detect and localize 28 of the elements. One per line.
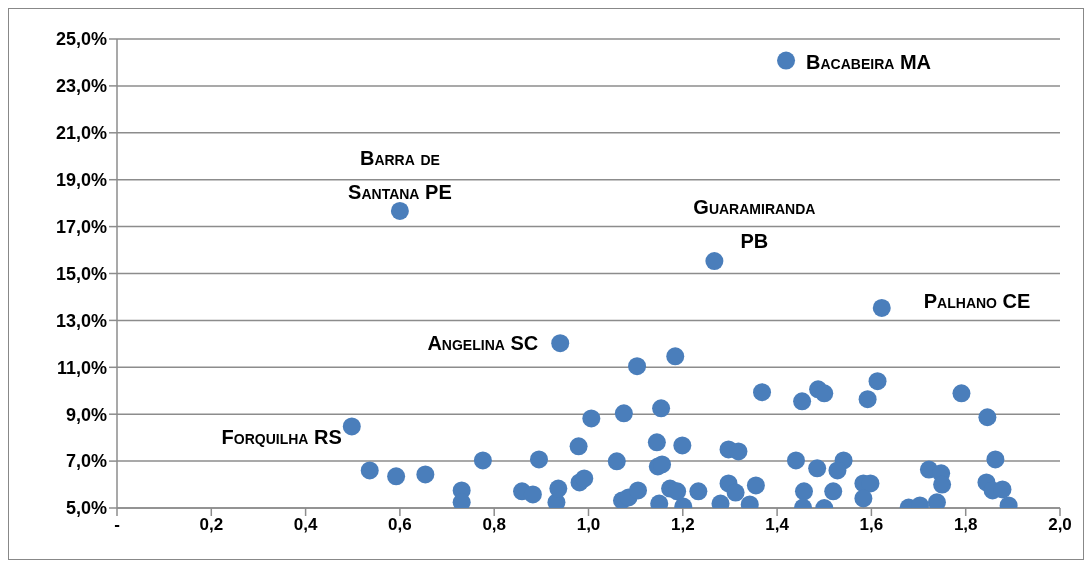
x-tick-label: 1,0 bbox=[576, 515, 601, 535]
x-tick-label: 1,4 bbox=[765, 515, 790, 535]
x-tick-label: 0,6 bbox=[388, 515, 412, 535]
annotation: Barra de Santana PE bbox=[348, 146, 452, 203]
y-tick-label: 21,0% bbox=[55, 123, 107, 144]
x-tick-label: 2,0 bbox=[1048, 515, 1072, 535]
y-tick-label: 17,0% bbox=[55, 216, 107, 237]
annotation: Palhano CE bbox=[923, 289, 1031, 312]
y-tick-label: 15,0% bbox=[55, 263, 107, 284]
x-tick-label: 1,6 bbox=[859, 515, 884, 535]
y-tick-label: 25,0% bbox=[55, 29, 107, 50]
y-tick-label: 7,0% bbox=[65, 451, 107, 472]
annotation: Angelina SC bbox=[427, 332, 539, 355]
y-tick-label: 19,0% bbox=[55, 170, 107, 191]
annotation: Forquilha RS bbox=[221, 426, 342, 449]
annotation: Bacabeira MA bbox=[806, 50, 932, 73]
x-tick-label: 1,8 bbox=[953, 515, 978, 535]
x-tick-label: 0,2 bbox=[199, 515, 224, 535]
y-tick-label: 23,0% bbox=[55, 76, 107, 97]
y-tick-label: 5,0% bbox=[65, 498, 107, 519]
y-tick-label: 11,0% bbox=[56, 357, 107, 378]
x-tick-label: 0,8 bbox=[482, 515, 507, 535]
x-tick-label: 1,2 bbox=[670, 515, 695, 535]
annotation: Guaramiranda PB bbox=[693, 196, 816, 253]
y-tick-label: 9,0% bbox=[65, 404, 107, 425]
x-tick-label: 0,4 bbox=[293, 515, 318, 535]
y-tick-label: 13,0% bbox=[55, 310, 107, 331]
x-tick-label: - bbox=[114, 515, 120, 535]
